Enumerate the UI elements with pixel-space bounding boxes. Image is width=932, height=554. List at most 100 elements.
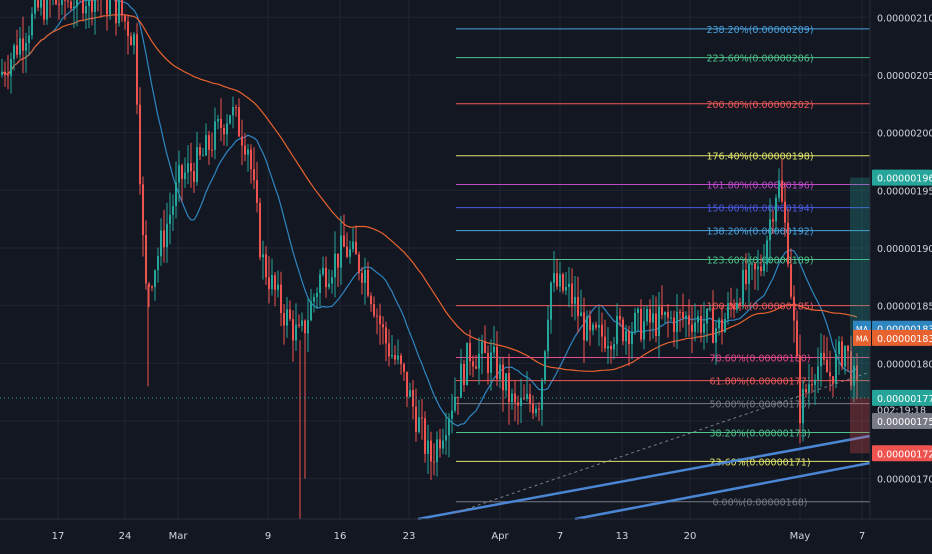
candle-body	[205, 135, 207, 155]
candle-body	[16, 45, 18, 54]
candle-body	[214, 121, 216, 150]
fib-level-label: 123.60%(0.00000189)	[706, 256, 813, 267]
price-tag-top: 0.00000196	[877, 174, 932, 185]
fib-retracement[interactable]: 0.00%(0.00000168)23.60%(0.00000171)38.20…	[456, 25, 870, 509]
candle-body	[94, 0, 96, 12]
candle-body	[352, 242, 354, 250]
candle-body	[280, 285, 282, 314]
candle-body	[841, 341, 843, 366]
candle-body	[85, 6, 87, 13]
candle-body	[55, 0, 57, 4]
price-tick-label: 0.00000170	[877, 475, 932, 486]
time-tick-label: 16	[334, 531, 347, 542]
dashed-projection-line[interactable]	[455, 372, 870, 513]
candle-body	[460, 364, 462, 398]
candle-body	[808, 384, 810, 392]
candle-body	[766, 240, 768, 264]
candle-body	[328, 284, 330, 288]
candle-body	[817, 366, 819, 380]
candle-body	[337, 254, 339, 268]
candle-body	[373, 304, 375, 315]
candle-body	[571, 284, 573, 304]
candle-body	[520, 398, 522, 406]
price-axis-bg	[870, 0, 932, 550]
candle-body	[610, 346, 612, 349]
candle-body	[487, 353, 489, 373]
candle-body	[139, 105, 141, 185]
candle-body	[601, 325, 603, 337]
candle-body	[175, 183, 177, 206]
candle-body	[202, 155, 204, 156]
candle-body	[283, 313, 285, 326]
long-position-stop-zone[interactable]	[850, 398, 870, 453]
candle-body	[406, 372, 408, 397]
candle-body	[361, 273, 363, 283]
price-tick-label: 0.00000190	[877, 244, 932, 255]
candle-body	[670, 318, 672, 319]
candle-body	[247, 150, 249, 155]
candle-body	[550, 283, 552, 320]
candle-body	[106, 0, 108, 14]
candle-body	[301, 320, 303, 325]
candle-body	[271, 275, 273, 289]
candle-body	[799, 356, 801, 423]
candle-body	[649, 309, 651, 323]
candle-body	[10, 59, 12, 76]
candle-body	[289, 309, 291, 319]
trend-line-lower[interactable]	[575, 463, 870, 519]
candle-body	[331, 277, 333, 283]
candle-body	[805, 389, 807, 392]
candle-body	[133, 34, 135, 45]
candle-body	[313, 297, 315, 301]
candle-body	[739, 303, 741, 305]
candle-body	[784, 201, 786, 222]
candle-body	[457, 397, 459, 398]
price-tag-current: 0.00000177	[877, 394, 932, 405]
candle-body	[127, 22, 129, 37]
candle-body	[397, 356, 399, 360]
candle-body	[394, 355, 396, 360]
candle-body	[343, 235, 345, 246]
candle-body	[661, 307, 663, 315]
candle-body	[757, 267, 759, 270]
candle-body	[277, 285, 279, 290]
candle-body	[19, 38, 21, 54]
candle-body	[646, 309, 648, 321]
candle-body	[325, 268, 327, 287]
candle-body	[121, 0, 123, 16]
candle-body	[346, 247, 348, 257]
candle-body	[400, 356, 402, 365]
candle-body	[385, 327, 387, 343]
candle-body	[586, 317, 588, 341]
candle-body	[673, 318, 675, 332]
candle-body	[190, 163, 192, 171]
candle-body	[364, 270, 366, 283]
candle-body	[787, 223, 789, 265]
candle-body	[4, 72, 6, 75]
candle-body	[316, 293, 318, 297]
price-tick-label: 0.00000205	[877, 71, 932, 82]
candle-body	[355, 242, 357, 255]
candle-body	[22, 38, 24, 50]
candle-body	[298, 325, 300, 326]
candle-body	[562, 274, 564, 291]
price-axis[interactable]: 0.000001700.000001750.000001800.00000185…	[870, 0, 932, 550]
ma-prefix-label: MA	[856, 334, 869, 343]
candle-body	[31, 14, 33, 36]
long-position-target-zone[interactable]	[850, 178, 870, 398]
candle-body	[553, 273, 555, 283]
candle-body	[496, 347, 498, 380]
time-tick-label: 7	[557, 531, 563, 542]
candle-body	[274, 275, 276, 290]
fib-level-label: 223.60%(0.00000206)	[706, 54, 813, 65]
candle-body	[64, 0, 66, 1]
candle-body	[706, 309, 708, 324]
candle-body	[472, 361, 474, 366]
candle-body	[463, 364, 465, 385]
candle-body	[25, 43, 27, 51]
candle-body	[532, 404, 534, 414]
candle-body	[265, 254, 267, 277]
